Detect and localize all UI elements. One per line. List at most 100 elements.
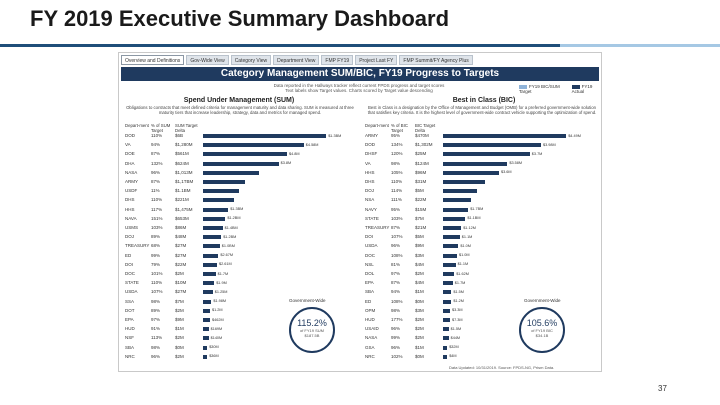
- sum-panel-title: Spend Under Management (SUM): [183, 97, 295, 104]
- bic-gov-sub1: of FY19 BIC: [531, 328, 553, 333]
- bic_panel-bar-label: $3.6M: [501, 170, 512, 175]
- page-number: 37: [658, 384, 667, 393]
- sum_panel-row-pct: 98%: [151, 344, 161, 350]
- sum_panel-bar: [203, 189, 240, 194]
- sum_panel-bar: [203, 327, 209, 332]
- sum_panel-row-pct: 96%: [151, 169, 161, 175]
- bic_panel-row-dept: NSL: [365, 261, 374, 267]
- sum_panel-row-delta: $653M: [175, 215, 189, 221]
- bic_panel-header: BIC Target Delta: [415, 123, 436, 133]
- sum-gov-pct: 115.2%: [297, 318, 327, 328]
- legend: FY19 BIC/SUM Target FY19 Actual: [519, 84, 601, 94]
- bic_panel-row-pct: 114%: [391, 188, 403, 194]
- sum_panel-row-pct: 110%: [151, 280, 163, 286]
- sum_panel-bar: [203, 143, 304, 148]
- legend-target: FY19 BIC/SUM Target: [519, 84, 560, 94]
- sum_panel-row-pct: 89%: [151, 307, 161, 313]
- bic_panel-bar: [443, 152, 530, 157]
- sum_panel-row-pct: 96%: [151, 353, 161, 359]
- sum_panel-row-pct: 98%: [151, 298, 161, 304]
- bic_panel-row-pct: 96%: [391, 344, 401, 350]
- bic_panel-row-dept: HHS: [365, 169, 375, 175]
- sum_panel-bar: [203, 152, 287, 157]
- sum_panel-row-delta: $624M: [175, 160, 189, 166]
- bic_panel-bar: [443, 336, 449, 341]
- sum_panel-row-pct: 103%: [151, 225, 163, 230]
- sum_panel-row-dept: ED: [125, 252, 132, 258]
- sum_panel-row-pct: 107%: [151, 289, 163, 295]
- sum_panel-bar-label: $1.4BM: [224, 225, 238, 230]
- sum_panel-row-dept: TREASURY: [125, 243, 150, 249]
- note-line: Text labels show Target values. Charts s…: [285, 88, 433, 93]
- sum_panel-row-pct: 87%: [151, 151, 161, 157]
- sum_panel-row-delta: $86M: [175, 225, 187, 230]
- bic_panel-header: % of BIC Target: [391, 123, 408, 133]
- sum_panel-bar-label: $1.3BM: [328, 133, 342, 138]
- bic_panel-row-pct: 98%: [391, 160, 401, 166]
- sum_panel-row-pct: 110%: [151, 197, 163, 203]
- bic_panel-row-pct: 99%: [391, 335, 401, 341]
- bic_panel-row-pct: 177%: [391, 317, 403, 322]
- sum_panel-row-delta: $1,280M: [175, 142, 193, 148]
- bic_panel-bar: [443, 299, 452, 304]
- bic_panel-row-dept: HUD: [365, 317, 375, 322]
- bic_panel-bar-label: $1.7BM: [470, 207, 484, 212]
- bic_panel-bar: [443, 235, 460, 240]
- bic_panel-row-dept: DOC: [365, 252, 375, 258]
- bic_panel-row-delta: $1M: [415, 344, 424, 350]
- bic_panel-bar-label: $4M: [449, 354, 457, 359]
- bic_panel-bar: [443, 290, 452, 295]
- sum_panel-row-pct: 97%: [151, 317, 161, 322]
- bic_panel-row-dept: DHSF: [365, 151, 378, 157]
- bic_panel-header: Depart-ment: [365, 123, 389, 128]
- bic_panel-bar-label: $3.58M: [509, 161, 523, 166]
- bic_panel-row-pct: 96%: [391, 243, 401, 249]
- bic_panel-row-pct: 102%: [391, 353, 403, 359]
- bic_panel-row-pct: 108%: [391, 298, 403, 304]
- sum_panel-row-dept: NASA: [125, 169, 138, 175]
- sum_panel-row-pct: 68%: [151, 243, 161, 249]
- note-line: Data reported in the Hallways tracker re…: [273, 83, 445, 88]
- sum_panel-row-delta: $7M: [175, 298, 184, 304]
- sum_panel-bar-label: $1.25M: [214, 289, 228, 294]
- bic_panel-row-dept: NRC: [365, 353, 375, 359]
- dashboard-tab[interactable]: Department View: [273, 55, 320, 65]
- dashboard-tab[interactable]: Project Last FY: [355, 55, 398, 65]
- sum_panel-bar-label: $169M: [210, 326, 223, 331]
- sum_panel-bar: [203, 235, 222, 240]
- dashboard-panel: Overview and Definitions Gov-Wide View Cat…: [118, 52, 602, 372]
- dashboard-tab[interactable]: FMP Summit/FY Agency Plus: [399, 55, 473, 65]
- sum_panel-bar-label: $1.0BM: [221, 243, 235, 248]
- bic_panel-row-delta: $3M: [415, 307, 424, 313]
- sum_panel-row-delta: $0M: [175, 344, 184, 350]
- sum_panel-row-delta: $9M: [175, 317, 184, 322]
- sum_panel-row-dept: SBA: [125, 344, 135, 350]
- dashboard-tab[interactable]: Gov-Wide View: [186, 55, 229, 65]
- sum_panel-row-dept: VA: [125, 142, 131, 148]
- bic_panel-bar-label: $1.0M: [460, 243, 471, 248]
- dashboard-tabs: Overview and Definitions Gov-Wide View Cat…: [121, 55, 473, 65]
- bic_panel-row-dept: VA: [365, 160, 371, 166]
- bic_panel-row-pct: 107%: [391, 234, 403, 240]
- bic_panel-row-pct: 98%: [391, 307, 401, 313]
- bic_panel-row-delta: $22M: [415, 197, 427, 203]
- dashboard-tab[interactable]: FMP FY19: [321, 55, 354, 65]
- bic_panel-bar-label: $1.12M: [463, 225, 476, 230]
- bic_panel-bar-label: $1.5M: [450, 326, 462, 331]
- bic_panel-bar-label: $1.7M: [454, 280, 466, 285]
- bic_panel-bar: [443, 318, 450, 322]
- dashboard-tab[interactable]: Overview and Definitions: [121, 55, 185, 65]
- bic_panel-bar: [443, 161, 508, 166]
- bic_panel-bar-label: $1.62M: [456, 271, 469, 276]
- bic_panel-row-dept: NASA: [365, 335, 378, 341]
- sum_panel-row-pct: 99%: [151, 252, 161, 258]
- sum_panel-row-delta: $10M: [175, 280, 187, 286]
- bic_panel-row-delta: $7M: [415, 215, 424, 221]
- sum_panel-row-delta: $221M: [175, 197, 189, 203]
- dashboard-tab[interactable]: Category View: [230, 55, 272, 65]
- bic_panel-row-pct: 81%: [391, 261, 401, 267]
- bic_panel-row-delta: $5M: [415, 188, 424, 194]
- bic_panel-row-dept: DHS: [365, 179, 375, 184]
- bic_panel-bar: [443, 226, 462, 230]
- bic-panel-title: Best in Class (BIC): [452, 97, 516, 104]
